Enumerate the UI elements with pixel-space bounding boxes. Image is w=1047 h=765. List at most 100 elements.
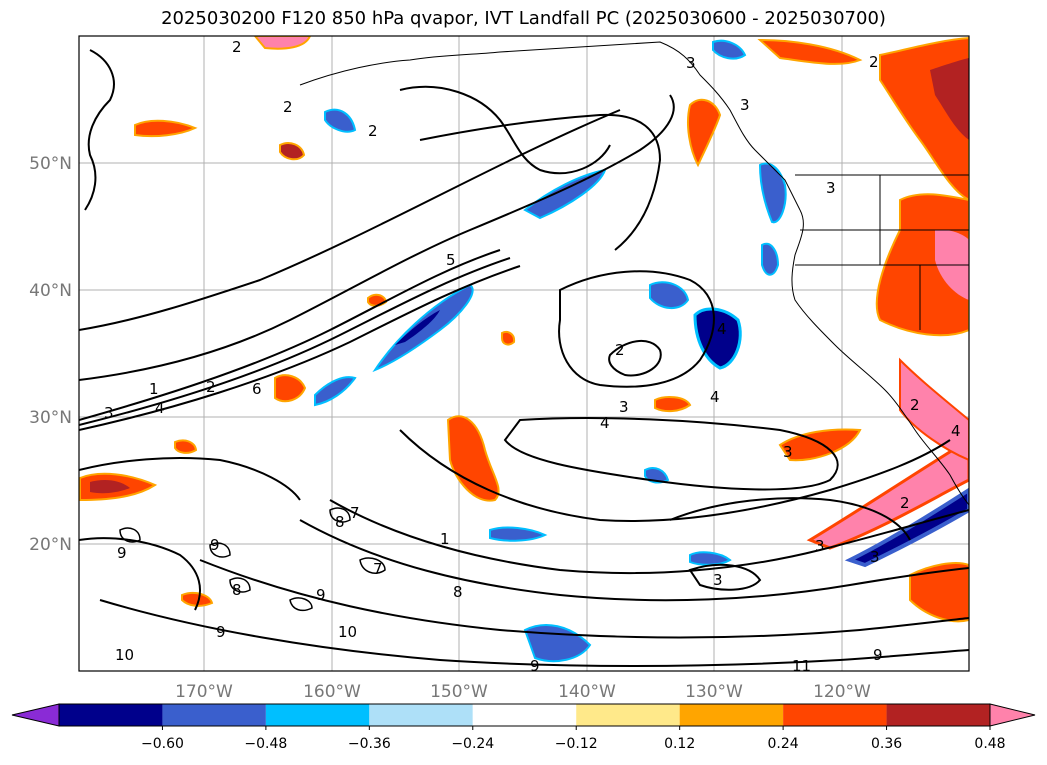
negative-patch-deep-core — [693, 307, 742, 370]
lon-label-150w: 150°W — [430, 682, 488, 702]
contour-label: 7 — [350, 504, 360, 522]
contour-label: 7 — [373, 560, 383, 578]
colorbar-segment — [369, 704, 473, 726]
positive-patch-small-1 — [279, 142, 306, 161]
contour-line-11 — [299, 519, 969, 602]
negative-patch-west-30n — [314, 376, 357, 407]
contour-label: 3 — [826, 179, 836, 197]
negative-patch-central — [649, 281, 690, 309]
contour-label: 8 — [232, 581, 242, 599]
colorbar-segment — [783, 704, 887, 726]
colorbar-segment — [679, 704, 784, 726]
contour-line-14 — [79, 457, 301, 501]
contour-label: 2 — [869, 53, 879, 71]
positive-patch-bc-coast-inner — [930, 58, 969, 140]
map-frame — [78, 35, 970, 672]
positive-patch-mid-ocean — [446, 415, 500, 502]
contour-label: 11 — [792, 657, 811, 675]
small-contour-4 — [359, 557, 386, 574]
lon-label-170w: 170°W — [175, 682, 233, 702]
negative-patch-bc — [758, 162, 787, 224]
contour-label: 3 — [713, 571, 723, 589]
contour-label: 9 — [530, 657, 540, 675]
scattered-contours — [119, 507, 386, 612]
contour-label: 8 — [453, 583, 463, 601]
colorbar-segment — [886, 704, 990, 726]
small-contour-2 — [209, 542, 231, 558]
contour-line-10 — [329, 499, 969, 575]
contour-line-7 — [608, 339, 662, 377]
positive-patch-small-6 — [367, 293, 388, 307]
contour-label: 4 — [155, 399, 165, 417]
coastline-alaska — [299, 41, 801, 211]
contour-label: 3 — [104, 404, 114, 422]
contour-label: 1 — [149, 380, 159, 398]
contour-line-16 — [84, 49, 115, 211]
colorbar: −0.60 −0.48 −0.36 −0.24 −0.12 0.12 0.24 0.36 0.4… — [11, 703, 1036, 752]
colorbar-extend-left — [11, 703, 60, 727]
negative-patch-small — [489, 526, 548, 542]
positive-patch-sw-us — [899, 357, 969, 462]
contour-label: 4 — [951, 422, 961, 440]
lon-label-120w: 120°W — [813, 682, 871, 702]
positive-patch-small-4 — [181, 592, 214, 607]
negative-patch-oregon — [761, 242, 780, 276]
negative-patch-northwest — [324, 108, 357, 133]
contour-label: 2 — [232, 38, 242, 56]
contour-label: 10 — [115, 646, 134, 664]
colorbar-extend-right — [989, 703, 1036, 727]
colorbar-tick-label: −0.12 — [555, 736, 598, 752]
coastline-bc-pnw — [791, 209, 969, 506]
contour-label: 2 — [283, 98, 293, 116]
lon-label-130w: 130°W — [685, 682, 743, 702]
negative-patch-subtropical-jet — [844, 487, 969, 568]
contour-label: 3 — [619, 398, 629, 416]
contour-line-20 — [688, 563, 762, 591]
contour-label: 9 — [117, 544, 127, 562]
state-borders — [795, 174, 969, 330]
contour-label: 2 — [900, 494, 910, 512]
contour-label: 9 — [210, 536, 220, 554]
contour-line-3 — [79, 265, 521, 431]
colorbar-tick-label: −0.48 — [244, 736, 287, 752]
positive-patch-gulf-alaska — [687, 98, 722, 168]
contour-line-15 — [79, 537, 201, 611]
positive-patch-small-3 — [174, 439, 198, 454]
small-contour-6 — [119, 527, 141, 543]
lon-label-160w: 160°W — [303, 682, 361, 702]
map-content: 2 2 2 3 3 2 1 2 3 4 6 5 2 3 4 4 3 4 2 3 … — [79, 36, 969, 675]
small-contour-3 — [229, 577, 251, 593]
positive-patch-aleutians — [134, 119, 198, 138]
contour-label: 9 — [216, 623, 226, 641]
colorbar-tick-label: −0.60 — [141, 736, 184, 752]
contour-label: 9 — [873, 646, 883, 664]
lat-label-30n: 30°N — [29, 408, 72, 428]
contour-label: 3 — [686, 54, 696, 72]
contour-line-5 — [79, 109, 621, 331]
contour-label: 3 — [815, 537, 825, 555]
coastlines — [299, 41, 969, 506]
contour-line-9 — [399, 429, 951, 522]
contour-label: 2 — [615, 341, 625, 359]
contour-labels: 2 2 2 3 3 2 1 2 3 4 6 5 2 3 4 4 3 4 2 3 … — [104, 38, 961, 675]
contour-label: 5 — [446, 251, 456, 269]
filled-anomaly-patches — [79, 36, 969, 663]
colorbar-segment — [59, 704, 163, 726]
positive-patch-top-right — [757, 38, 863, 65]
colorbar-segment — [576, 704, 680, 726]
contour-line-1 — [79, 249, 501, 421]
contour-label: 9 — [316, 586, 326, 604]
map-panel — [79, 36, 969, 671]
contour-label: 4 — [710, 388, 720, 406]
contour-label: 4 — [600, 414, 610, 432]
contour-label: 2 — [368, 122, 378, 140]
contour-line-4 — [79, 94, 675, 381]
positive-patch-subtropical-jet — [806, 438, 969, 550]
contour-line-17 — [399, 85, 611, 175]
small-contour-5 — [289, 597, 313, 612]
colorbar-segment — [162, 704, 266, 726]
colorbar-tick-label: −0.36 — [348, 736, 391, 752]
contour-lines — [79, 49, 969, 667]
lat-label-50n: 50°N — [29, 154, 72, 174]
